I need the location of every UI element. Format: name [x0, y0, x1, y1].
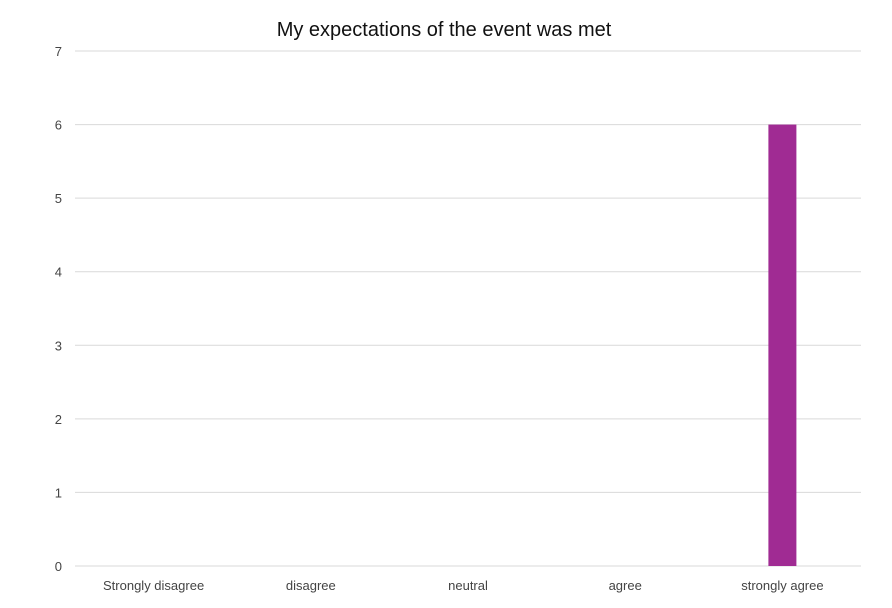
- gridlines: [75, 50, 861, 567]
- y-tick-label: 0: [55, 559, 62, 574]
- y-tick-label: 1: [55, 485, 62, 500]
- x-axis-ticks: Strongly disagree disagree neutral agree str…: [103, 578, 824, 593]
- x-tick-label: agree: [609, 578, 642, 593]
- x-tick-label: Strongly disagree: [103, 578, 204, 593]
- y-tick-label: 7: [55, 44, 62, 59]
- bar: [768, 124, 797, 567]
- y-tick-label: 6: [55, 118, 62, 133]
- chart-title: My expectations of the event was met: [277, 19, 612, 41]
- y-tick-label: 3: [55, 338, 62, 353]
- y-tick-label: 5: [55, 191, 62, 206]
- y-tick-label: 4: [55, 265, 62, 280]
- x-tick-label: disagree: [286, 578, 336, 593]
- x-tick-label: strongly agree: [741, 578, 823, 593]
- bars: [768, 124, 797, 567]
- y-axis-ticks: 0 1 2 3 4 5 6 7: [55, 44, 62, 574]
- y-tick-label: 2: [55, 412, 62, 427]
- x-tick-label: neutral: [448, 578, 488, 593]
